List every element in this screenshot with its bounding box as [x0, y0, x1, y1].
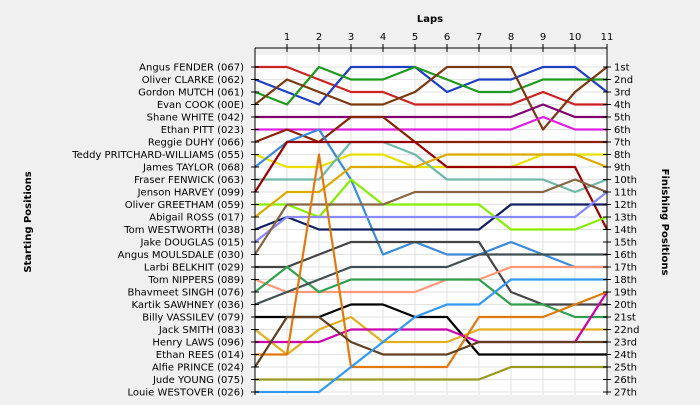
lap-tick-label: 7 [476, 32, 482, 43]
series-line-17 [254, 265, 607, 294]
starting-label: Alfie PRINCE (024) [152, 363, 244, 374]
starting-label: Evan COOK (00E) [157, 100, 244, 111]
starting-label: Jack SMITH (083) [158, 325, 244, 336]
series-line-15 [254, 178, 608, 256]
starting-label: Abigail ROSS (017) [149, 213, 244, 224]
series-line-0 [255, 65, 607, 106]
finishing-label: 14th [614, 225, 637, 236]
finishing-label: 3rd [614, 88, 631, 99]
series-line-14 [254, 191, 608, 243]
series-line-4 [255, 103, 607, 119]
series-line-19 [254, 253, 607, 306]
starting-label: Ethan PITT (023) [161, 125, 244, 136]
starting-label: Gordon MUTCH (061) [138, 88, 244, 99]
lap-tick-label: 6 [444, 32, 450, 43]
starting-label: Angus MOULSDALE (030) [118, 250, 244, 261]
finishing-label: 13th [614, 213, 637, 224]
finishing-label: 18th [614, 275, 637, 286]
lap-tick-label: 4 [380, 32, 386, 43]
series-line-23 [255, 153, 608, 369]
finishing-label: 26th [614, 375, 637, 386]
lap-tick-label: 1 [284, 32, 290, 43]
series-line-3 [254, 65, 608, 131]
series-line-13 [254, 203, 607, 231]
series-line-2 [254, 65, 607, 106]
starting-label: Tom NIPPERS (089) [147, 275, 244, 286]
finishing-label: 15th [614, 238, 637, 249]
finishing-label: 4th [614, 100, 631, 111]
series-line-16 [255, 240, 607, 306]
finishing-label: 21st [614, 313, 636, 324]
series-line-25 [255, 365, 607, 381]
starting-label: Oliver CLARKE (062) [142, 75, 244, 86]
finishing-label: 27th [614, 388, 637, 399]
finishing-label: 24th [614, 350, 637, 361]
series-line-9 [255, 140, 608, 194]
starting-label: Ethan REES (014) [156, 350, 244, 361]
top-axis-title: Laps [417, 14, 443, 25]
left-axis-title: Starting Positions [23, 171, 34, 272]
series-line-8 [254, 128, 607, 269]
finishing-label: 23rd [614, 338, 637, 349]
finishing-label: 6th [614, 125, 631, 136]
right-axis-title: Finishing Positions [659, 169, 670, 276]
starting-label: Billy VASSILEV (079) [142, 313, 244, 324]
finishing-label: 7th [614, 138, 631, 149]
starting-label: Tom WESTWORTH (038) [123, 225, 244, 236]
series-line-24 [254, 315, 607, 368]
finishing-label: 16th [614, 250, 637, 261]
starting-label: Jude YOUNG (075) [152, 375, 244, 386]
starting-label: Louie WESTOVER (026) [128, 388, 245, 399]
series-lines [254, 65, 608, 394]
starting-label: Angus FENDER (067) [139, 63, 244, 74]
finishing-label: 22nd [614, 325, 639, 336]
finishing-label: 25th [614, 363, 637, 374]
series-line-10 [254, 140, 608, 231]
lap-tick-label: 2 [316, 32, 322, 43]
starting-label: Reggie DUHY (066) [148, 138, 244, 149]
lap-tick-label: 5 [412, 32, 418, 43]
starting-label: Fraser FENWICK (063) [134, 175, 244, 186]
series-line-21 [254, 315, 607, 356]
finishing-label: 17th [614, 263, 637, 274]
series-line-6 [254, 115, 607, 144]
lap-tick-label: 10 [569, 32, 582, 43]
starting-label: Bhavmeet SINGH (076) [127, 288, 244, 299]
starting-label: Henry LAWS (096) [152, 338, 244, 349]
series-line-18 [254, 265, 607, 319]
finishing-label: 20th [614, 300, 637, 311]
starting-label: Oliver GREETHAM (059) [125, 200, 244, 211]
plot-background [255, 55, 607, 395]
lap-tick-label: 8 [508, 32, 514, 43]
finishing-label: 19th [614, 288, 637, 299]
lap-tick-label: 11 [601, 32, 614, 43]
starting-label: Teddy PRITCHARD-WILLIAMS (055) [71, 150, 244, 161]
finishing-label: 2nd [614, 75, 633, 86]
lap-tick-label: 9 [540, 32, 546, 43]
finishing-label: 1st [614, 63, 630, 74]
starting-label: Kartik SAWHNEY (036) [132, 300, 245, 311]
lap-tick-label: 3 [348, 32, 354, 43]
finishing-label: 9th [614, 163, 631, 174]
starting-label: Larbi BELKHIT (029) [144, 263, 244, 274]
series-line-11 [255, 178, 608, 231]
finishing-label: 12th [614, 200, 637, 211]
series-line-5 [255, 115, 607, 131]
finishing-label: 8th [614, 150, 631, 161]
finishing-label: 10th [614, 175, 637, 186]
starting-label: Jake DOUGLAS (015) [139, 238, 244, 249]
series-line-26 [255, 278, 607, 394]
axes [251, 44, 611, 395]
starting-label: Shane WHITE (042) [147, 113, 244, 124]
starting-label: James TAYLOR (068) [142, 163, 244, 174]
labels: Angus FENDER (067)Oliver CLARKE (062) Gor… [71, 32, 639, 399]
finishing-label: 11th [614, 188, 637, 199]
finishing-label: 5th [614, 113, 631, 124]
starting-label: Jenson HARVEY (099) [137, 188, 244, 199]
